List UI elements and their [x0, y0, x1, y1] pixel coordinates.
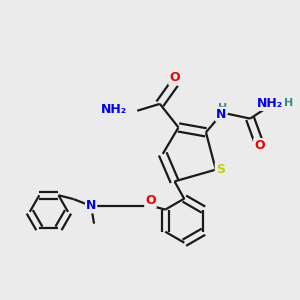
Text: H: H: [218, 103, 227, 113]
Text: O: O: [145, 194, 156, 207]
Text: O: O: [169, 71, 180, 85]
Text: N: N: [216, 108, 226, 121]
Text: H: H: [284, 98, 293, 109]
Text: O: O: [254, 139, 265, 152]
Text: NH₂: NH₂: [257, 97, 283, 110]
Text: S: S: [216, 163, 225, 176]
Text: NH₂: NH₂: [101, 103, 127, 116]
Text: N: N: [86, 200, 96, 212]
